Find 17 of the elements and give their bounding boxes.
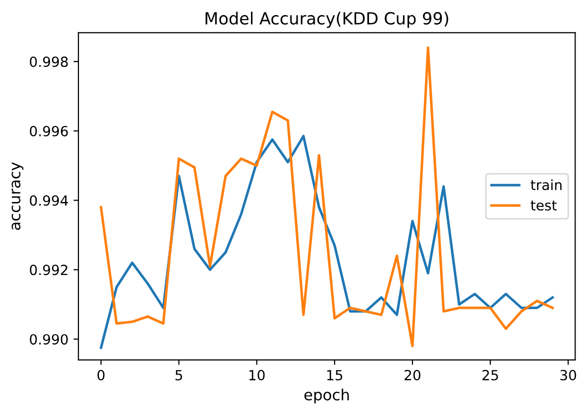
y-axis-title: accuracy	[12, 162, 24, 230]
x-tick-label: 30	[560, 370, 576, 380]
x-tick-label: 5	[176, 370, 182, 380]
x-tick-label: 15	[327, 370, 342, 380]
y-tick-label: 0.990	[30, 334, 68, 345]
x-tick-label: 20	[404, 370, 420, 380]
x-tick-label: 0	[98, 370, 105, 380]
x-tick-label: 10	[249, 370, 265, 380]
legend-label: train	[530, 179, 562, 190]
x-axis-title: epoch	[304, 388, 349, 404]
y-tick-label: 0.992	[30, 264, 68, 276]
legend-label: test	[530, 200, 557, 211]
y-tick-label: 0.998	[30, 56, 68, 67]
y-tick-label: 0.996	[30, 126, 68, 136]
x-tick-label: 25	[482, 370, 498, 380]
y-tick-label: 0.994	[30, 195, 68, 206]
chart-title: Model Accuracy(KDD Cup 99)	[206, 12, 448, 28]
